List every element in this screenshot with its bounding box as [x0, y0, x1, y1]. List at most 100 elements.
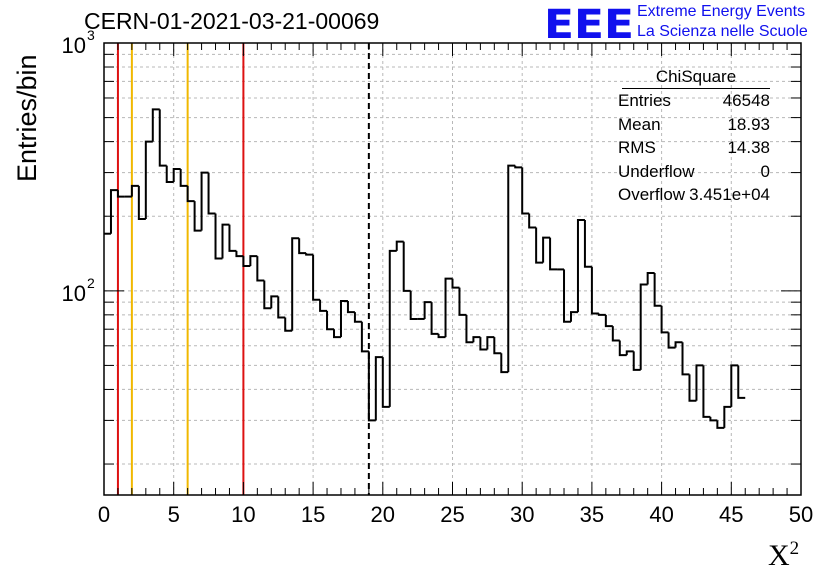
histogram-bin [130, 184, 139, 197]
histogram-bin [374, 356, 383, 421]
histogram-bins [104, 108, 746, 429]
histogram-bin [339, 299, 348, 338]
histogram-bin [723, 405, 732, 428]
y-tick-label-exponent: 2 [87, 275, 95, 291]
stats-label: Mean [618, 114, 661, 134]
histogram-bin [137, 185, 146, 220]
x-tick-label: 30 [510, 502, 534, 527]
stats-title: ChiSquare [622, 66, 770, 89]
x-tick-label: 0 [98, 502, 110, 527]
histogram-bin [319, 299, 328, 312]
stats-value: 0 [760, 161, 770, 181]
histogram-bin [207, 172, 216, 215]
histogram-bin [597, 313, 606, 316]
histogram-bin [172, 168, 181, 182]
histogram-bin [221, 223, 230, 259]
histogram-bin [737, 365, 746, 399]
histogram-bin [179, 169, 188, 187]
histogram-bin [402, 241, 411, 292]
histogram-bin [716, 420, 725, 429]
histogram-bin [305, 253, 314, 256]
histogram-bin [625, 350, 634, 356]
histogram-bin [235, 250, 244, 258]
histogram-bin [353, 312, 362, 323]
histogram-bin [611, 326, 620, 342]
histogram-bin [688, 374, 697, 402]
histogram-bin [430, 302, 439, 335]
histogram-bin [493, 337, 502, 355]
histogram-bin [660, 305, 669, 334]
histogram-bin [730, 364, 739, 407]
logo-line-1: Extreme Energy Events [637, 3, 806, 20]
histogram-bin [549, 237, 558, 271]
histogram-bin [674, 341, 683, 348]
histogram-bin [214, 213, 223, 260]
y-tick-label: 10 [62, 281, 86, 306]
histogram-bin [249, 255, 258, 266]
y-tick-label-exponent: 3 [87, 27, 95, 43]
stats-label: Entries [618, 91, 671, 110]
histogram-bin [381, 357, 390, 408]
histogram-bin [653, 273, 662, 307]
stats-value: 46548 [722, 91, 770, 110]
histogram-bin [312, 254, 321, 301]
stats-value: 14.38 [727, 138, 770, 157]
histogram-bin [632, 351, 641, 371]
histogram-bin [681, 342, 690, 376]
histogram-bin [563, 269, 571, 323]
histogram-bin [667, 332, 676, 349]
x-tick-label: 15 [301, 502, 325, 527]
histogram-bin [639, 283, 648, 370]
histogram-bin [395, 240, 404, 251]
stats-label: RMS [618, 138, 656, 157]
histogram-bin [479, 337, 488, 351]
histogram-bin [465, 314, 474, 344]
stats-value: 3.451e+04 [689, 185, 770, 204]
histogram-bin [486, 336, 495, 350]
histogram-bin [500, 353, 509, 374]
histogram-bin [193, 201, 202, 232]
histogram-bin [256, 256, 265, 282]
stats-label: Overflow [618, 185, 686, 204]
stats-value: 18.93 [727, 114, 770, 134]
histogram-bin [521, 167, 530, 215]
histogram-bin [451, 278, 460, 289]
histogram-bin [242, 256, 251, 267]
histogram-bin [583, 220, 592, 268]
histogram-bin [604, 314, 613, 328]
stats-row: Mean 18.93 [614, 113, 778, 137]
eee-logo-letters: EEE [544, 2, 634, 44]
x-axis-label: X2 [768, 538, 799, 573]
histogram-bin [284, 317, 293, 332]
histogram-bin [360, 321, 369, 353]
histogram-bin [590, 266, 599, 315]
stats-box: ChiSquare Entries 46548 Mean 18.93 RMS 14.3… [614, 66, 778, 207]
histogram-bin [528, 213, 537, 229]
histogram-bin [472, 336, 481, 343]
logo-line-2: La Scienza nelle Scuole [637, 23, 808, 40]
histogram-bin [507, 164, 516, 373]
histogram-bin [346, 300, 355, 314]
histogram-bin [458, 287, 467, 316]
histogram-bin [151, 108, 160, 142]
x-tick-label: 25 [440, 502, 464, 527]
eee-logo: EEE [544, 2, 634, 44]
histogram-bin [535, 227, 544, 264]
histogram-bin [116, 190, 125, 198]
histogram-bin [144, 140, 153, 219]
histogram-bin [569, 311, 578, 322]
histogram-bin [298, 238, 307, 255]
histogram-bin [646, 272, 655, 285]
x-tick-label: 5 [168, 502, 180, 527]
histogram-bin [702, 365, 711, 418]
histogram-bin [367, 351, 376, 422]
histogram-bin [109, 189, 118, 234]
histogram-bin [576, 219, 585, 313]
histogram-bin [165, 165, 174, 183]
histogram-bin [277, 296, 286, 319]
histogram-bin [423, 301, 432, 319]
x-axis-label-base: X [768, 539, 790, 572]
stats-row: Overflow 3.451e+04 [614, 183, 778, 207]
